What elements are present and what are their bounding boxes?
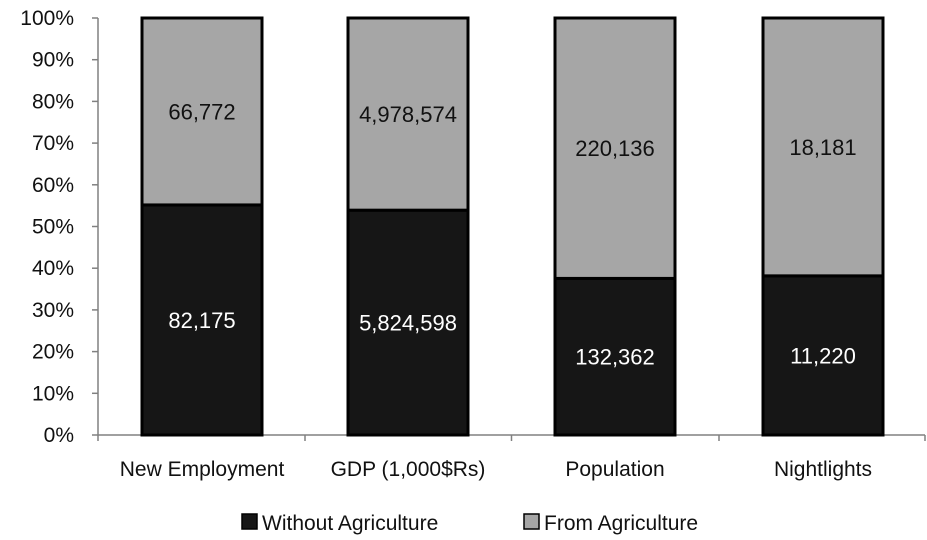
legend-label: From Agriculture bbox=[544, 512, 698, 535]
legend-label: Without Agriculture bbox=[262, 512, 438, 535]
x-category-label: Nightlights bbox=[774, 458, 872, 481]
x-category-label: GDP (1,000$Rs) bbox=[331, 458, 486, 481]
x-category-label: New Employment bbox=[120, 458, 285, 481]
bar-segment-from-agriculture bbox=[140, 16, 264, 207]
bar-segment-from-agriculture bbox=[346, 16, 470, 212]
bar-segment-from-agriculture bbox=[553, 16, 677, 280]
data-label: 18,181 bbox=[789, 135, 856, 160]
y-tick-label: 70% bbox=[32, 132, 74, 155]
x-category-label: Population bbox=[565, 458, 664, 481]
y-tick-label: 30% bbox=[32, 299, 74, 322]
data-label: 132,362 bbox=[575, 345, 655, 370]
data-label: 11,220 bbox=[790, 343, 856, 368]
y-tick-label: 20% bbox=[32, 341, 74, 364]
legend-swatch bbox=[241, 513, 258, 530]
data-label: 4,978,574 bbox=[359, 102, 457, 127]
legend-swatch bbox=[523, 513, 540, 530]
y-tick-label: 40% bbox=[32, 257, 74, 280]
data-label: 82,175 bbox=[168, 308, 235, 333]
y-tick-label: 0% bbox=[44, 424, 74, 447]
bar-segment-without-agriculture bbox=[553, 276, 677, 437]
y-tick-label: 50% bbox=[32, 216, 74, 239]
y-tick-label: 90% bbox=[32, 49, 74, 72]
y-tick-label: 60% bbox=[32, 174, 74, 197]
y-tick-label: 10% bbox=[32, 382, 74, 405]
data-label: 66,772 bbox=[168, 99, 235, 124]
y-tick-label: 80% bbox=[32, 90, 74, 113]
bar-segment-without-agriculture bbox=[761, 274, 885, 437]
y-tick-label: 100% bbox=[20, 7, 74, 30]
legend-item: From Agriculture bbox=[523, 512, 698, 535]
data-label: 5,824,598 bbox=[359, 311, 457, 336]
data-label: 220,136 bbox=[575, 136, 655, 161]
legend: Without Agriculture From Agriculture bbox=[241, 512, 698, 535]
bar-segment-from-agriculture bbox=[761, 16, 885, 278]
legend-item: Without Agriculture bbox=[241, 512, 438, 535]
